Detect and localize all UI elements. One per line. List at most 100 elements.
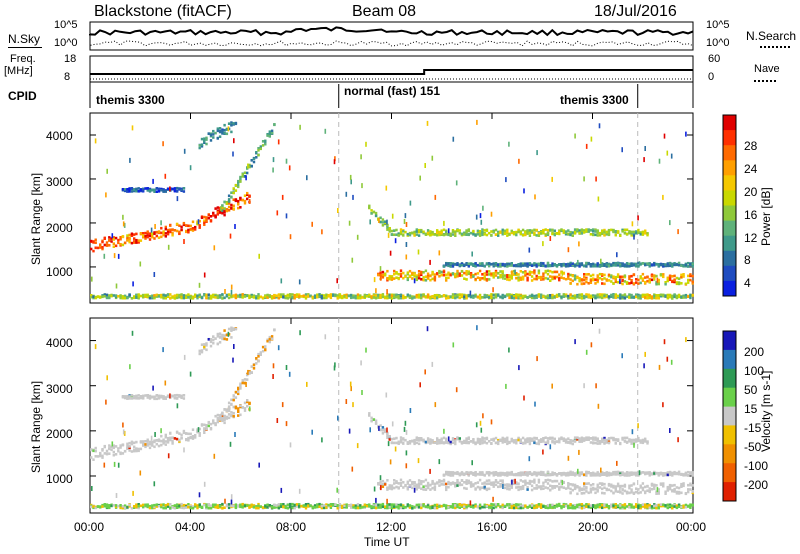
power-point bbox=[117, 238, 120, 242]
power-point bbox=[237, 199, 240, 203]
velocity-point bbox=[497, 503, 500, 507]
velocity-point bbox=[598, 482, 602, 485]
velocity-point bbox=[594, 441, 597, 445]
velocity-point bbox=[223, 334, 226, 337]
power-point bbox=[212, 211, 215, 215]
velocity-point bbox=[438, 505, 441, 508]
velocity-point bbox=[526, 486, 529, 489]
velocity-point bbox=[341, 506, 344, 509]
velocity-point bbox=[424, 505, 428, 508]
velocity-point bbox=[659, 503, 663, 506]
power-point bbox=[583, 282, 586, 285]
power-point bbox=[653, 277, 656, 280]
power-point bbox=[512, 231, 516, 234]
power-point bbox=[569, 278, 572, 281]
velocity-point bbox=[304, 505, 308, 508]
velocity-point bbox=[562, 439, 565, 442]
power-point bbox=[630, 264, 633, 267]
power-point bbox=[451, 293, 455, 296]
velocity-point bbox=[440, 441, 443, 445]
velocity-point bbox=[490, 483, 493, 486]
velocity-point bbox=[612, 504, 615, 508]
velocity-point bbox=[646, 489, 649, 492]
power-point bbox=[583, 294, 586, 298]
velocity-point bbox=[607, 506, 611, 510]
velocity-point bbox=[585, 505, 588, 508]
velocity-point bbox=[162, 397, 165, 400]
power-point bbox=[571, 296, 574, 300]
velocity-point bbox=[218, 341, 222, 344]
power-point bbox=[601, 294, 604, 297]
velocity-point bbox=[160, 395, 163, 399]
power-point bbox=[436, 229, 439, 232]
velocity-point bbox=[646, 505, 649, 509]
velocity-point bbox=[146, 442, 149, 446]
power-point bbox=[463, 295, 466, 299]
power-point bbox=[166, 232, 170, 236]
power-point bbox=[639, 263, 642, 266]
power-point bbox=[632, 263, 636, 267]
velocity-point bbox=[300, 504, 303, 508]
freq-label: Freq. bbox=[10, 53, 36, 65]
power-point bbox=[635, 293, 638, 296]
velocity-point bbox=[133, 396, 136, 400]
power-point bbox=[630, 262, 633, 265]
power-point bbox=[399, 272, 403, 276]
power-point bbox=[399, 269, 403, 272]
velocity-point bbox=[537, 442, 541, 446]
velocity-point bbox=[648, 471, 651, 474]
power-point bbox=[544, 233, 547, 236]
velocity-point bbox=[221, 333, 224, 337]
velocity-point bbox=[456, 472, 459, 475]
power-point bbox=[567, 277, 570, 280]
velocity-point bbox=[341, 504, 344, 508]
velocity-point bbox=[567, 482, 570, 485]
velocity-point bbox=[90, 448, 93, 451]
velocity-point bbox=[121, 395, 125, 398]
power-point bbox=[456, 271, 459, 275]
velocity-point bbox=[379, 480, 382, 484]
power-point bbox=[544, 269, 547, 273]
velocity-point bbox=[603, 482, 606, 486]
power-point bbox=[390, 294, 394, 298]
power-point bbox=[422, 230, 425, 234]
velocity-point bbox=[209, 427, 213, 431]
power-point bbox=[592, 278, 595, 282]
velocity-point bbox=[205, 342, 208, 345]
velocity-point bbox=[603, 504, 606, 507]
velocity-point bbox=[194, 504, 197, 508]
power-point bbox=[393, 295, 396, 299]
power-point bbox=[404, 296, 407, 299]
velocity-point bbox=[374, 422, 378, 425]
velocity-point bbox=[630, 438, 633, 442]
velocity-point bbox=[619, 506, 622, 510]
velocity-point bbox=[440, 482, 443, 486]
velocity-point bbox=[578, 506, 581, 509]
power-point bbox=[598, 231, 602, 235]
power-point bbox=[94, 241, 97, 244]
velocity-point bbox=[635, 438, 638, 441]
velocity-point bbox=[521, 442, 525, 445]
velocity-point bbox=[630, 473, 633, 476]
velocity-point bbox=[180, 395, 183, 399]
velocity-point bbox=[194, 436, 197, 439]
power-point bbox=[252, 157, 256, 161]
xtick-6: 00:00 bbox=[676, 520, 707, 534]
power-point bbox=[596, 264, 599, 268]
velocity-point bbox=[128, 446, 131, 450]
velocity-point bbox=[610, 483, 613, 487]
power-point bbox=[381, 218, 385, 221]
power-point bbox=[393, 277, 396, 280]
nsky-line bbox=[89, 26, 694, 37]
power-point bbox=[402, 271, 405, 275]
velocity-point bbox=[393, 503, 396, 506]
velocity-point bbox=[187, 503, 190, 506]
power-point bbox=[234, 183, 238, 187]
power-point bbox=[191, 229, 195, 232]
velocity-point bbox=[384, 483, 387, 486]
power-point bbox=[506, 278, 509, 281]
power-point bbox=[379, 274, 382, 277]
power-point bbox=[227, 296, 231, 300]
velocity-point bbox=[630, 506, 633, 509]
power-point bbox=[485, 263, 489, 266]
